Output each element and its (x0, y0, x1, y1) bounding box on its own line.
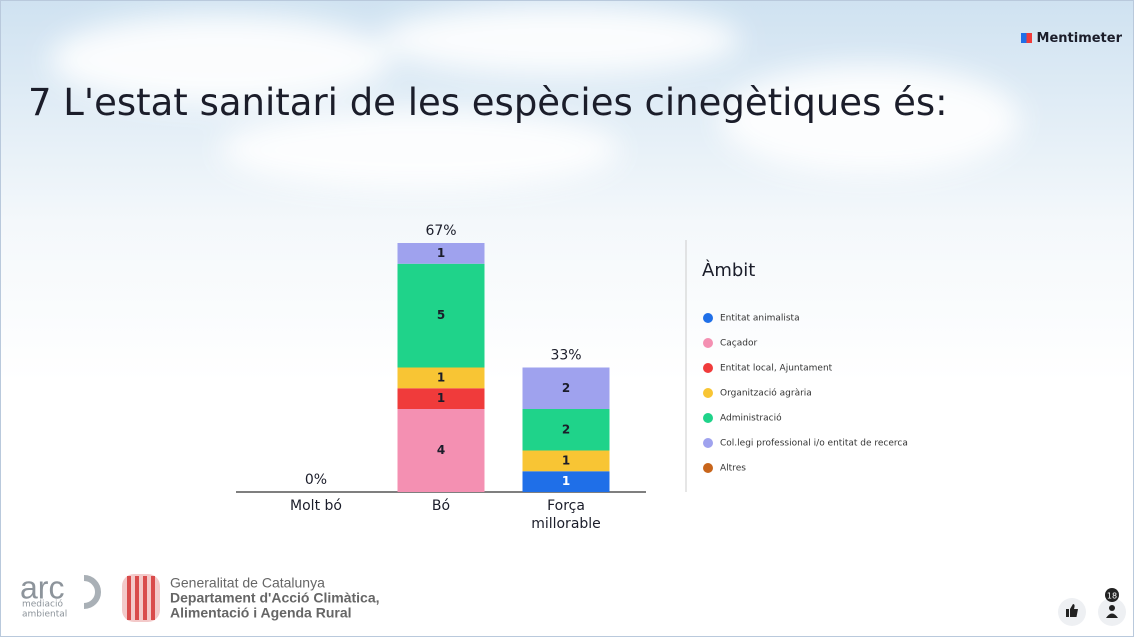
x-tick-label: Bó (432, 498, 450, 514)
legend-label: Col.legi professional i/o entitat de rec… (720, 439, 908, 449)
segment-label: 5 (437, 308, 445, 322)
legend-title: Àmbit (702, 259, 755, 281)
footer-line: Generalitat de Catalunya (170, 575, 325, 591)
legend-swatch (703, 363, 713, 373)
legend-swatch (703, 388, 713, 398)
x-tick-label: Força millorable (531, 498, 601, 532)
arc-sub: mediació (22, 599, 63, 610)
generalitat-emblem (122, 574, 160, 622)
legend-label: Caçador (720, 339, 757, 349)
bar-segment (397, 388, 485, 409)
legend-swatch (703, 438, 713, 448)
segment-label: 2 (562, 381, 570, 395)
legend-label: Organització agrària (720, 388, 812, 399)
arc-icon (83, 575, 101, 609)
segment-label: 1 (437, 391, 445, 405)
legend-swatch (703, 463, 713, 473)
bar-segment (397, 243, 485, 264)
footer-line: Alimentació i Agenda Rural (170, 605, 352, 621)
participants-badge (1105, 588, 1119, 602)
legend-swatch (703, 338, 713, 348)
legend-swatch (703, 413, 713, 423)
segment-label: 1 (437, 246, 445, 260)
bar-segment (397, 367, 485, 389)
person-icon (1109, 605, 1115, 611)
arc-logo: arc (20, 569, 64, 605)
bar-segment (397, 263, 485, 368)
arc-sub: ambiental (22, 610, 67, 620)
participants-button[interactable] (1098, 598, 1126, 626)
legend-label: Altres (720, 464, 746, 474)
person-icon (1106, 613, 1118, 618)
bar-segment (522, 367, 610, 409)
x-tick-label: Molt bó (290, 498, 342, 514)
brand: Mentimeter (1020, 31, 1122, 46)
segment-label: 1 (562, 453, 570, 467)
legend-swatch (703, 313, 713, 323)
bar-segment (397, 409, 485, 492)
bar-segment (522, 471, 610, 492)
legend-label: Administració (720, 413, 782, 424)
footer-line: Departament d'Acció Climàtica, (170, 590, 380, 606)
participants-count: 18 (1107, 592, 1117, 601)
bar-segment (522, 450, 610, 472)
legend-label: Entitat animalista (720, 314, 800, 324)
brand-text: Mentimeter (1036, 31, 1122, 46)
percentage-label: 33% (550, 348, 581, 364)
legend-label: Entitat local, Ajuntament (720, 364, 833, 374)
percentage-label: 67% (425, 223, 456, 239)
segment-label: 1 (437, 370, 445, 384)
percentage-label: 0% (305, 472, 327, 488)
like-icon (1066, 604, 1078, 617)
segment-label: 4 (437, 443, 445, 457)
segment-label: 1 (562, 474, 570, 488)
bar-segment (522, 409, 610, 451)
segment-label: 2 (562, 422, 570, 436)
slide-title: 7 L'estat sanitari de les espècies cineg… (28, 81, 948, 124)
